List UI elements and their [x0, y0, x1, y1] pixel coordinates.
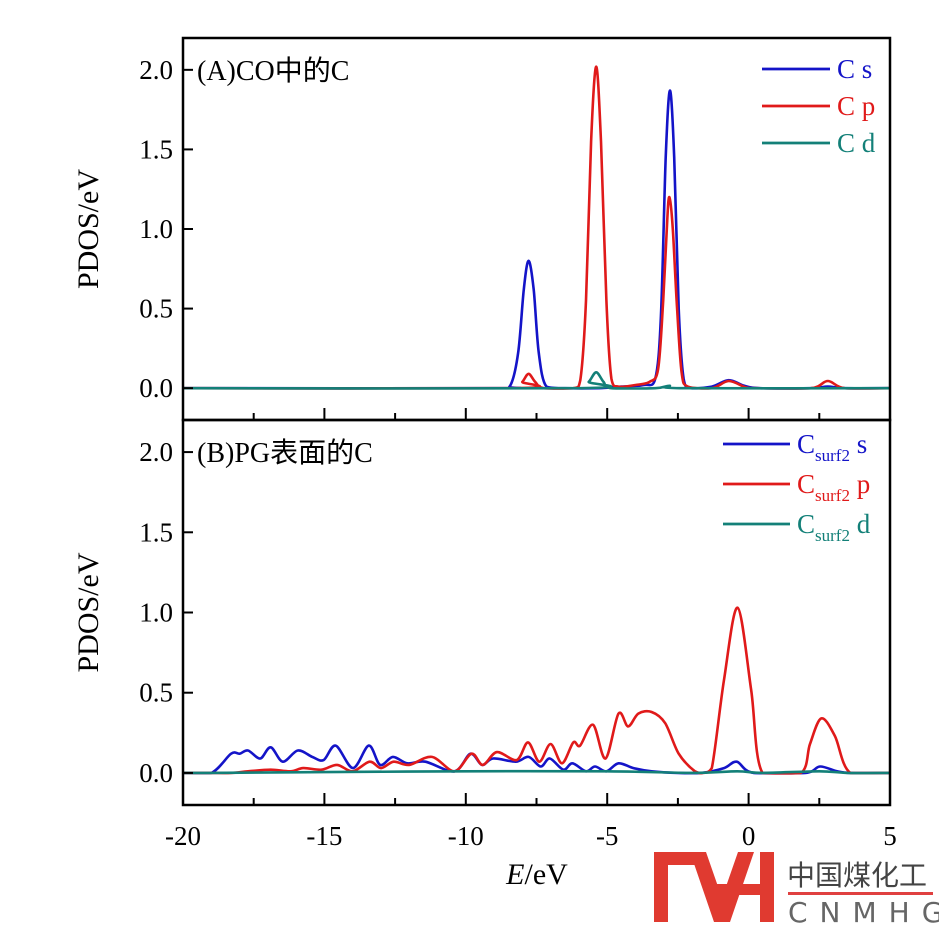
panel-label: (B)PG表面的C	[197, 437, 373, 469]
legend-label: C s	[837, 54, 872, 84]
legend-label: Csurf2 p	[797, 469, 870, 505]
logo-english-text: CNMHG	[788, 896, 939, 925]
y-tick-label: 0.5	[139, 678, 173, 708]
x-axis-title: E/eV	[505, 858, 568, 891]
series-line-p-orbital	[183, 606, 891, 775]
legend-label: C d	[837, 128, 876, 158]
cnmhg-logo: 中国煤化工 CNMHG	[654, 852, 939, 925]
legend-item-p: Csurf2 p	[723, 469, 870, 505]
logo-chinese-text: 中国煤化工	[787, 859, 927, 892]
legend-item-s: C s	[762, 54, 872, 84]
x-tick-label: -15	[306, 821, 342, 851]
legend-item-d: Csurf2 d	[723, 509, 871, 545]
plot-frame	[181, 418, 892, 807]
series-line-s-orbital	[182, 89, 891, 390]
mh-logo-mark	[654, 852, 774, 922]
y-tick-label: 0.0	[139, 758, 173, 788]
x-tick-label: 5	[883, 821, 897, 851]
y-axis-title: PDOS/eV	[72, 552, 105, 672]
legend-label: C p	[837, 91, 875, 121]
series-line-d-orbital	[182, 371, 891, 390]
panel-a: 0.0 0.5 1.0 1.5 2.0 PDOS/eV (A)CO中的C C s C p C d	[72, 36, 892, 422]
y-tick-label: 2.0	[139, 55, 173, 85]
y-tick-label: 0.5	[139, 294, 173, 324]
legend-label: Csurf2 d	[797, 509, 871, 545]
legend-item-s: Csurf2 s	[723, 429, 867, 465]
plot-frame	[181, 36, 892, 422]
y-tick-label: 1.0	[139, 598, 173, 628]
panel-label: (A)CO中的C	[197, 55, 349, 87]
x-tick-label: -10	[448, 821, 484, 851]
logo-divider	[788, 892, 933, 895]
series-line-p-orbital	[182, 65, 891, 390]
x-tick-label: -20	[165, 821, 201, 851]
x-tick-label: 0	[742, 821, 756, 851]
y-tick-label: 1.5	[139, 134, 173, 164]
x-tick-label: -5	[596, 821, 619, 851]
series-line-d-orbital	[182, 769, 891, 775]
legend-label: Csurf2 s	[797, 429, 867, 465]
y-axis-title: PDOS/eV	[72, 169, 105, 289]
legend-item-d: C d	[762, 128, 876, 158]
y-tick-label: 2.0	[139, 437, 173, 467]
y-tick-label: 1.0	[139, 214, 173, 244]
legend-item-p: C p	[762, 91, 875, 121]
series-line-s-orbital	[182, 744, 891, 775]
y-tick-label: 1.5	[139, 517, 173, 547]
y-tick-label: 0.0	[139, 373, 173, 403]
panel-b: 0.0 0.5 1.0 1.5 2.0 PDOS/eV -20 -15 -10 -5 0 5 (B)PG…	[72, 418, 897, 851]
